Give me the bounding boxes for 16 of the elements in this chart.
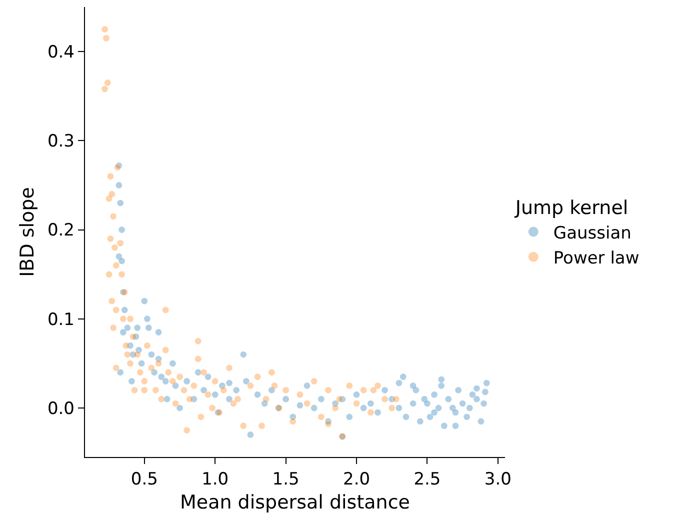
x-tick-label: 3.0 [484, 470, 512, 490]
y-tick-label: 0.2 [47, 220, 74, 241]
y-tick-label: 0.3 [47, 132, 74, 152]
legend-label: Power law [553, 248, 640, 268]
x-tick-label: 2.5 [414, 470, 441, 490]
x-tick-label: 1.0 [202, 470, 229, 490]
x-axis-title: Mean dispersal distance [180, 491, 410, 514]
legend-title: Jump kernel [514, 197, 628, 220]
y-axis-title: IBD slope [16, 187, 38, 277]
x-tick-label: 0.5 [130, 470, 158, 490]
y-tick-label: 0.1 [47, 310, 74, 330]
x-tick-label: 1.5 [272, 470, 300, 490]
y-tick-label: 0.0 [47, 398, 74, 419]
y-tick-label: 0.4 [47, 42, 74, 62]
legend-label: Gaussian [553, 223, 632, 244]
x-tick-label: 2.0 [342, 470, 370, 490]
